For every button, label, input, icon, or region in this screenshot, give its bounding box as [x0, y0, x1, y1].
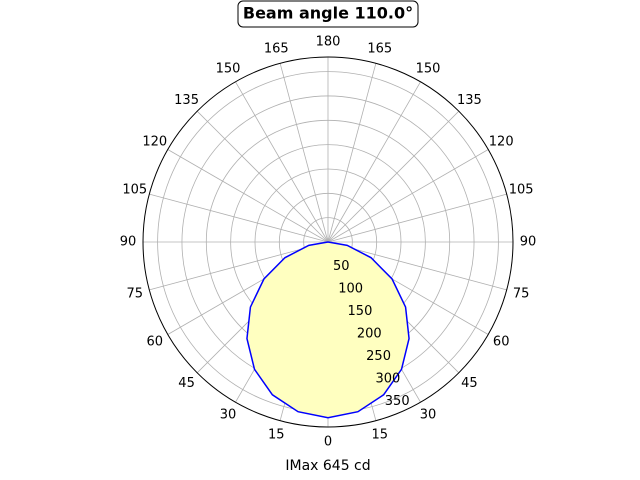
angle-tick-label: 135 [457, 93, 482, 108]
title-box [237, 0, 419, 28]
angle-tick-label: 165 [264, 41, 289, 56]
angle-tick-label: 0 [324, 435, 332, 450]
grid-spoke [149, 241, 329, 291]
radial-tick-label: 50 [333, 259, 350, 274]
radial-tick-label: 300 [375, 371, 400, 386]
angle-tick-label: 150 [416, 61, 441, 76]
angle-tick-label: 15 [268, 428, 285, 443]
grid-spoke [327, 110, 460, 243]
x-axis-label: IMax 645 cd [285, 458, 370, 474]
grid-spoke [327, 63, 377, 243]
angle-tick-label: 120 [142, 135, 167, 150]
angle-tick-label: 180 [316, 35, 341, 50]
angle-tick-label: 105 [122, 183, 147, 198]
angle-tick-label: 30 [220, 408, 237, 423]
grid-spoke [327, 81, 421, 243]
angle-tick-label: 90 [120, 235, 137, 250]
angle-tick-label: 45 [461, 376, 478, 391]
grid-spoke [327, 149, 489, 243]
grid-spoke [327, 241, 507, 291]
angle-tick-label: 75 [513, 286, 530, 301]
radial-tick-label: 100 [338, 281, 363, 296]
angle-tick-label: 105 [509, 183, 534, 198]
angle-tick-label: 165 [367, 41, 392, 56]
angle-tick-label: 75 [127, 286, 144, 301]
distribution-curve [246, 241, 410, 419]
grid-spoke [327, 193, 507, 243]
angle-tick-label: 60 [147, 335, 164, 350]
angle-tick-label: 15 [371, 428, 388, 443]
grid-spoke [235, 81, 329, 243]
radial-tick-label: 150 [348, 304, 373, 319]
grid-spoke [167, 149, 329, 243]
radial-tick-label: 250 [366, 349, 391, 364]
angle-tick-label: 30 [420, 408, 437, 423]
angle-tick-label: 45 [178, 376, 195, 391]
radial-tick-label: 350 [385, 394, 410, 409]
angle-tick-label: 90 [520, 235, 537, 250]
angle-tick-label: 60 [493, 335, 510, 350]
outer-ring [142, 56, 514, 428]
angle-tick-label: 150 [216, 61, 241, 76]
grid-spoke [149, 193, 329, 243]
angle-tick-label: 120 [489, 135, 514, 150]
grid-spoke [279, 63, 329, 243]
angle-tick-label: 135 [174, 93, 199, 108]
grid-spoke [196, 110, 329, 243]
radial-tick-label: 200 [357, 326, 382, 341]
chart-title: Beam angle 110.0° [243, 4, 413, 23]
